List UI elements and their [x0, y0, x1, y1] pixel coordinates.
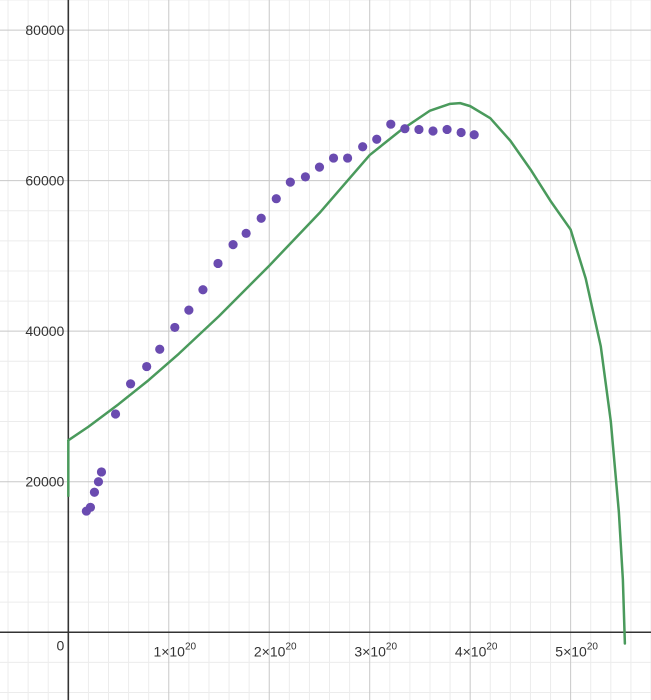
x-tick-label: 1×1020 [153, 641, 196, 659]
data-point [93, 477, 104, 487]
data-point [198, 285, 208, 295]
data-point [110, 409, 121, 419]
data-point [213, 258, 223, 269]
x-tick-label: 4×1020 [455, 641, 498, 659]
x-tick-label: 3×1020 [354, 641, 397, 659]
data-point [386, 119, 396, 129]
data-points [81, 119, 479, 516]
data-point [126, 379, 136, 389]
data-point [228, 240, 238, 250]
y-tick-label: 20000 [25, 474, 64, 490]
y-tick-label: 80000 [25, 22, 64, 38]
fit-curve-line [67, 101, 627, 645]
data-point [285, 177, 295, 187]
data-point [358, 142, 368, 152]
data-point [271, 194, 281, 204]
data-point [314, 162, 325, 172]
data-point [400, 124, 410, 134]
data-point [256, 213, 266, 223]
data-point [300, 172, 311, 182]
fitted-curve [67, 101, 627, 645]
data-point [328, 153, 339, 163]
data-point [142, 361, 152, 372]
data-point [184, 305, 194, 315]
x-tick-label: 5×1020 [555, 641, 598, 659]
data-point [85, 502, 96, 512]
data-point [372, 134, 382, 144]
data-point [442, 124, 452, 135]
origin-tick-label: 0 [57, 637, 65, 653]
y-tick-label: 40000 [25, 323, 64, 339]
y-tick-label: 60000 [25, 173, 64, 189]
data-point [456, 127, 466, 138]
data-point [428, 126, 438, 136]
x-tick-label: 2×1020 [254, 641, 297, 659]
data-point [96, 467, 107, 477]
tick-labels: 0 20000 40000 60000 80000 1×1020 2×1020 3×1020… [25, 22, 598, 659]
data-point [89, 487, 100, 497]
data-point [414, 124, 424, 135]
data-point [241, 228, 251, 238]
data-point [343, 153, 353, 163]
data-point [170, 322, 180, 333]
data-point [469, 130, 479, 140]
data-point [155, 344, 165, 354]
